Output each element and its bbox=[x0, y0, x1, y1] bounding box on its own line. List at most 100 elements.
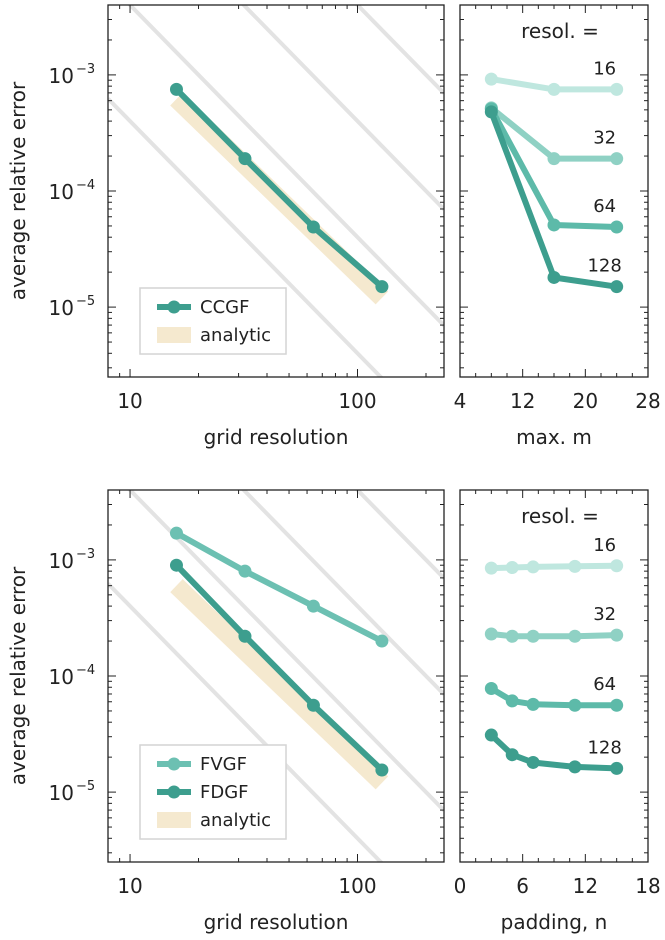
panel-4-plot-area bbox=[484, 559, 624, 775]
panel-4-annotation: resol. = bbox=[521, 504, 599, 528]
panel-3-series-fvgf-point-1 bbox=[169, 526, 183, 540]
panel-1-guide-line-3 bbox=[240, 5, 444, 211]
panel-2-series-128-label: 128 bbox=[587, 256, 621, 277]
panel-2-series-64-point-2 bbox=[547, 218, 561, 232]
panel-2-series-128-point-3 bbox=[610, 280, 624, 294]
panel-3-guide-line-4 bbox=[354, 490, 444, 580]
panel-4-series-16-point-3 bbox=[526, 560, 540, 574]
panel-3-legend-fvgf-swatch-marker bbox=[167, 757, 181, 771]
panel-3-legend-fdgf-label: FDGF bbox=[200, 782, 249, 803]
panel-4-series-32-point-1 bbox=[484, 627, 498, 641]
panel-4-xtick-label-1: 0 bbox=[454, 874, 467, 898]
panel-4-series-32-point-2 bbox=[505, 629, 519, 643]
panel-2-series-128-point-1 bbox=[484, 105, 498, 119]
panel-2-series-16-point-3 bbox=[610, 82, 624, 96]
panel-1-ytick-label-2-exp: −4 bbox=[76, 178, 95, 193]
panel-3-xtick-label-1: 10 bbox=[117, 874, 142, 898]
panel-1-legend-analytic-label: analytic bbox=[200, 325, 271, 346]
panel-4-series-32-point-5 bbox=[610, 628, 624, 642]
panel-3-ytick-label-1-exp: −5 bbox=[76, 779, 95, 794]
panel-3-legend-analytic-label: analytic bbox=[200, 810, 271, 831]
panel-2-xtick-label-4: 28 bbox=[635, 389, 660, 413]
panel-1-xtick-label-1: 10 bbox=[117, 389, 142, 413]
panel-1-guide-line-2 bbox=[127, 5, 444, 327]
panel-3-guide-line-3 bbox=[240, 490, 444, 696]
panel-3-series-fvgf-point-2 bbox=[238, 564, 252, 578]
panel-1-series-ccgf-point-1 bbox=[169, 82, 183, 96]
panel-3-plot-area bbox=[108, 490, 444, 862]
panel-4-series-32-point-3 bbox=[526, 629, 540, 643]
panel-3-series-fdgf-point-4 bbox=[375, 763, 389, 777]
panel-4-series-64-point-1 bbox=[484, 682, 498, 696]
panel-2-plot-area bbox=[484, 72, 624, 294]
panel-2-xtick-label-2: 12 bbox=[510, 389, 535, 413]
panel-4-series-128-label: 128 bbox=[587, 737, 621, 758]
panel-3-ytick-label-2-base: 10 bbox=[49, 665, 74, 689]
panel-3-ytick-label-1-base: 10 bbox=[49, 781, 74, 805]
panel-2-xlabel: max. m bbox=[516, 425, 592, 449]
panel-3-legend-analytic-swatch bbox=[157, 812, 191, 828]
panel-2-series-16-label: 16 bbox=[593, 58, 616, 79]
panel-3-series-fvgf-line bbox=[175, 530, 384, 644]
panel-3-legend-fvgf-label: FVGF bbox=[200, 754, 247, 775]
panel-1-series-ccgf-point-4 bbox=[375, 280, 389, 294]
panel-2-series-16-point-2 bbox=[547, 82, 561, 96]
panel-3-legend-fdgf-swatch-marker bbox=[167, 785, 181, 799]
panel-4-series-64-point-4 bbox=[568, 698, 582, 712]
panel-1-ytick-label-1-base: 10 bbox=[49, 296, 74, 320]
panel-1-series-ccgf-point-2 bbox=[238, 152, 252, 166]
panel-3-series-fdgf-point-2 bbox=[238, 629, 252, 643]
panel-3-ytick-label-3-exp: −3 bbox=[76, 547, 95, 562]
panel-1-legend-ccgf-swatch-marker bbox=[167, 300, 181, 314]
panel-1-legend-ccgf-label: CCGF bbox=[200, 297, 249, 318]
panel-3-series-fvgf-point-3 bbox=[306, 599, 320, 613]
panel-1-analytic-band bbox=[170, 92, 389, 305]
panel-4-series-64-label: 64 bbox=[593, 674, 616, 695]
panel-4: 16 32 64 128 resol. = 0 6 12 18 padding, n bbox=[454, 489, 661, 934]
panel-4-series-32-label: 32 bbox=[593, 604, 616, 625]
panel-3-analytic-band bbox=[170, 579, 389, 790]
panel-2-series-128-point-2 bbox=[547, 270, 561, 284]
panel-2-series-32-point-2 bbox=[547, 152, 561, 166]
panel-2-series-32-label: 32 bbox=[593, 128, 616, 149]
panel-4-series-128-point-2 bbox=[505, 748, 519, 762]
panel-2-annotation: resol. = bbox=[521, 19, 599, 43]
panel-2-frame bbox=[459, 4, 649, 378]
panel-3-series-fdgf-line bbox=[174, 563, 384, 773]
panel-1-guide-line-1 bbox=[108, 97, 384, 377]
panel-1-legend-analytic-swatch bbox=[157, 327, 191, 343]
panel-4-xlabel: padding, n bbox=[501, 910, 608, 934]
panel-3-ylabel: average relative error bbox=[6, 566, 30, 785]
panel-2-series-16-point-1 bbox=[484, 72, 498, 86]
panel-2-xtick-label-1: 4 bbox=[454, 389, 467, 413]
panel-3-ytick-label-2-exp: −4 bbox=[76, 663, 95, 678]
panel-1-series-ccgf-line bbox=[174, 87, 384, 289]
panel-4-xtick-label-2: 6 bbox=[516, 874, 529, 898]
panel-4-series-64-point-3 bbox=[526, 697, 540, 711]
panel-4-series-128-point-3 bbox=[526, 755, 540, 769]
panel-1-legend: CCGF analytic bbox=[139, 287, 287, 355]
panel-4-series-64-point-5 bbox=[610, 698, 624, 712]
panel-4-series-16-point-2 bbox=[505, 561, 519, 575]
panel-1-guide-line-4 bbox=[354, 5, 444, 95]
panel-3-series-fdgf-point-3 bbox=[306, 698, 320, 712]
panel-1-ylabel: average relative error bbox=[6, 81, 30, 300]
panel-1-ytick-label-1-exp: −5 bbox=[76, 294, 95, 309]
panel-4-series-16-point-1 bbox=[484, 561, 498, 575]
panel-2-series-64-label: 64 bbox=[593, 196, 616, 217]
panel-4-series-16-point-4 bbox=[568, 559, 582, 573]
panel-1-plot-area bbox=[108, 5, 444, 377]
panel-4-series-32-point-4 bbox=[568, 629, 582, 643]
panel-4-series-128-point-4 bbox=[568, 760, 582, 774]
panel-2-series-32-point-3 bbox=[610, 152, 624, 166]
panel-4-series-128-point-1 bbox=[484, 728, 498, 742]
panel-2: 16 32 64 128 resol. = 4 12 20 28 max. m bbox=[454, 4, 661, 449]
panel-3-xtick-label-2: 100 bbox=[338, 874, 376, 898]
panel-2-xtick-label-3: 20 bbox=[573, 389, 598, 413]
panel-1-ytick-label-3-exp: −3 bbox=[76, 62, 95, 77]
panel-3-xlabel: grid resolution bbox=[204, 910, 349, 934]
panel-4-series-16-label: 16 bbox=[593, 535, 616, 556]
